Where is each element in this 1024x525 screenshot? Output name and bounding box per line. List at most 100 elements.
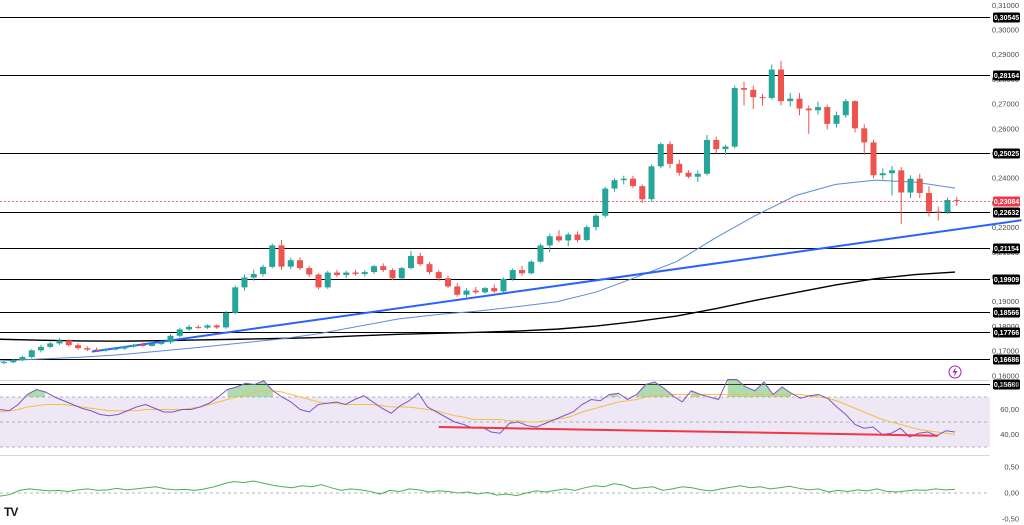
candle-body	[158, 342, 165, 344]
candle-body	[315, 274, 322, 288]
candle	[371, 264, 377, 275]
candle	[759, 93, 766, 106]
rsi-overbought-area	[691, 390, 701, 397]
candle-body	[130, 344, 137, 347]
candle	[676, 159, 683, 176]
candle-body	[435, 272, 442, 279]
candle	[186, 324, 192, 331]
rsi-overbought-area	[27, 389, 46, 397]
candle-body	[583, 227, 590, 240]
level-labels: 0,30545 0,28164 0,25025 0,22632 0,21154 0,199…	[993, 12, 1020, 390]
candle	[694, 170, 701, 182]
candle	[84, 346, 91, 352]
candle-body	[371, 266, 377, 273]
candle	[75, 343, 81, 350]
candle-body	[361, 272, 368, 275]
alert-bolt-icon[interactable]	[948, 365, 962, 379]
level-tag-bg	[993, 379, 1020, 390]
candle	[722, 144, 729, 155]
candle	[426, 262, 433, 275]
candle	[139, 342, 146, 348]
candle	[648, 164, 655, 202]
candle	[611, 178, 618, 192]
candle	[408, 251, 414, 270]
support-trendline[interactable]	[91, 219, 1022, 353]
level-tag-bg	[993, 327, 1020, 338]
candle	[667, 141, 673, 169]
candle-body	[556, 236, 562, 241]
candle-body	[519, 270, 525, 274]
candle-body	[324, 272, 331, 288]
price-tick-label: 0,27000	[992, 100, 1019, 109]
level-tag-bg	[993, 70, 1020, 81]
candle	[713, 136, 720, 154]
candle	[898, 167, 905, 224]
candle	[842, 99, 849, 118]
candle-body	[10, 359, 17, 363]
tradingview-logo[interactable]: TV	[4, 505, 18, 519]
candle-body	[223, 312, 229, 328]
candle	[204, 324, 211, 329]
rsi-divergence-line[interactable]	[438, 426, 939, 437]
level-tag-bg	[993, 354, 1020, 365]
candle-body	[667, 144, 673, 164]
candle-body	[694, 173, 701, 177]
candle-body	[102, 349, 109, 351]
candle	[167, 334, 174, 344]
price-pane: 0,310000,300000,290000,280000,270000,260…	[0, 1, 1022, 390]
candle-body	[741, 88, 747, 90]
candle	[482, 286, 488, 294]
candle-body	[278, 245, 285, 267]
candle	[195, 325, 202, 329]
level-tag-bg	[993, 274, 1020, 285]
candle	[19, 356, 26, 361]
candle	[56, 338, 63, 345]
candle	[352, 269, 359, 276]
candle-body	[287, 260, 294, 267]
candle	[519, 265, 525, 276]
candle	[324, 270, 331, 289]
last-price-tag-bg	[993, 196, 1020, 207]
candle-body	[426, 264, 433, 273]
candle	[593, 214, 599, 231]
price-tick-label: 0,18000	[992, 322, 1019, 331]
sma50-line	[0, 179, 956, 362]
price-tick-label: 0,24000	[992, 174, 1019, 183]
candle-body	[232, 287, 239, 313]
candle	[38, 344, 44, 353]
candle	[10, 359, 17, 364]
candle	[398, 267, 405, 280]
rsi-overbought-area	[727, 379, 792, 397]
candle-body	[380, 266, 387, 271]
level-tag: 0,30545	[993, 12, 1020, 23]
candle-body	[65, 340, 72, 346]
macd-line	[0, 480, 956, 497]
candle-body	[1, 362, 7, 364]
level-tag-bg	[993, 12, 1020, 23]
candle-body	[112, 348, 118, 350]
candle-body	[408, 256, 414, 269]
candle-body	[176, 329, 183, 336]
candle	[343, 270, 350, 278]
candle	[556, 230, 562, 243]
candle	[879, 168, 886, 180]
candle	[944, 197, 951, 215]
candle-body	[731, 88, 738, 147]
level-tag: 0,22632	[993, 207, 1020, 218]
candle-body	[93, 349, 100, 351]
candle-body	[445, 278, 451, 287]
candle	[870, 139, 877, 179]
candle	[815, 101, 821, 115]
candle-body	[195, 326, 202, 328]
candle-body	[778, 69, 784, 102]
candle	[65, 339, 72, 347]
candle-body	[537, 245, 544, 262]
candle	[537, 243, 544, 263]
candle-body	[676, 163, 683, 173]
candle-body	[509, 270, 516, 279]
candle-body	[916, 178, 923, 194]
level-tag-text: 0,18566	[994, 310, 1019, 317]
candle	[287, 257, 294, 270]
macd-pane: 0,50 0,00 -0,50	[0, 463, 1019, 524]
